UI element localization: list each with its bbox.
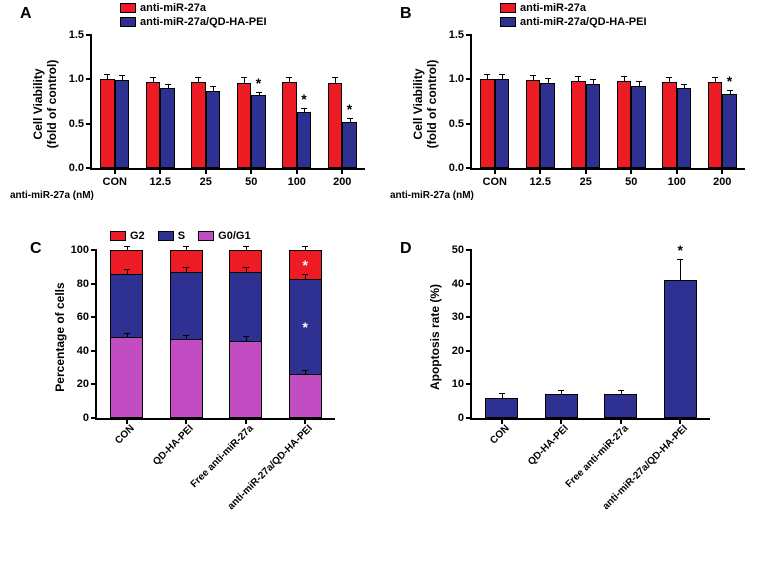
panel-b-plot: 0.00.51.01.5CON12.52550100200*	[470, 35, 745, 170]
panel-b-legend: anti-miR-27a anti-miR-27a/QD-HA-PEI	[500, 2, 657, 30]
legend-box-blue	[120, 17, 136, 27]
panel-a-ylabel: Cell Viability (fold of control)	[31, 39, 59, 169]
panel-b-xlabel: anti-miR-27a (nM)	[390, 190, 474, 201]
panel-d-plot: 01020304050CONQD-HA-PEIFree anti-miR-27a…	[470, 250, 710, 420]
panel-b-label: B	[400, 5, 412, 23]
panel-c-plot: 020406080100CONQD-HA-PEIFree anti-miR-27…	[95, 250, 335, 420]
panel-d: D Apoptosis rate (%) 01020304050CONQD-HA…	[400, 230, 750, 550]
panel-d-ylabel: Apoptosis rate (%)	[428, 262, 442, 412]
panel-a-legend: anti-miR-27a anti-miR-27a/QD-HA-PEI	[120, 2, 277, 30]
panel-b-ylabel: Cell Viability (fold of control)	[411, 39, 439, 169]
panel-c-ylabel: Percentage of cells	[53, 262, 67, 412]
legend-box-red	[120, 3, 136, 13]
panel-c-label: C	[30, 240, 42, 258]
panel-d-label: D	[400, 240, 412, 258]
panel-a: A anti-miR-27a anti-miR-27a/QD-HA-PEI Ce…	[10, 0, 380, 215]
panel-b: B anti-miR-27a anti-miR-27a/QD-HA-PEI Ce…	[390, 0, 760, 215]
panel-a-xlabel: anti-miR-27a (nM)	[10, 190, 94, 201]
panel-c: C G2 S G0/G1 Percentage of cells 0204060…	[30, 230, 380, 550]
panel-c-legend: G2 S G0/G1	[110, 230, 261, 244]
panel-a-plot: 0.00.51.01.5CON12.52550*100*200*	[90, 35, 365, 170]
panel-a-label: A	[20, 5, 32, 23]
